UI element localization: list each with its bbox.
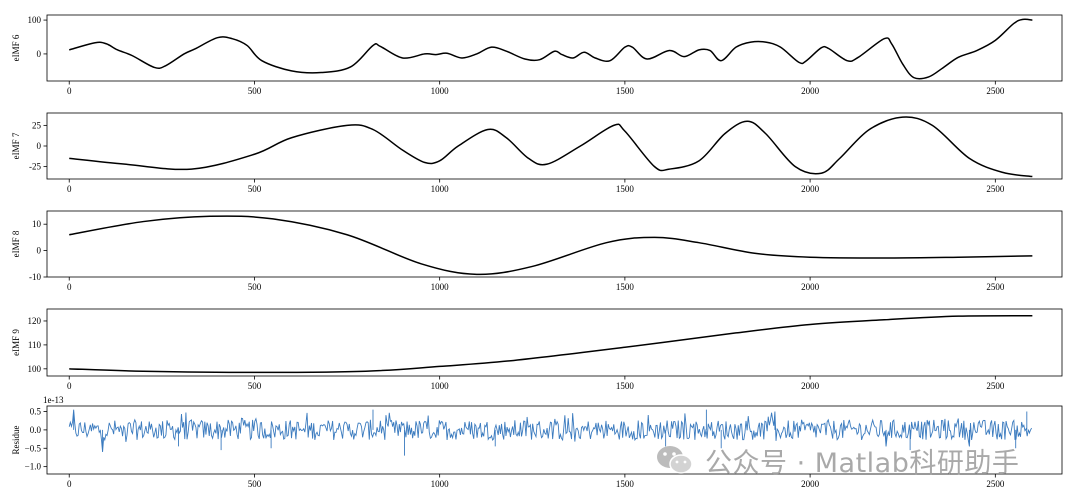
x-tick-label: 0 xyxy=(67,86,72,96)
x-tick-label: 0 xyxy=(67,381,72,391)
x-tick-label: 0 xyxy=(67,184,72,194)
x-tick-label: 500 xyxy=(248,381,262,391)
y-tick-label: 110 xyxy=(28,340,42,350)
subplot-2: 0 500 1000 1500 2000 2500 -25 0 25 eIMF 7 xyxy=(11,112,1063,194)
axes-frame xyxy=(46,210,1063,278)
x-tick-label: 2500 xyxy=(986,184,1005,194)
y-tick-label: 100 xyxy=(28,364,42,374)
watermark: 公众号 · Matlab科研助手 xyxy=(655,440,1019,480)
x-tick-label: 1500 xyxy=(616,184,635,194)
x-tick-label: 2000 xyxy=(801,282,820,292)
x-tick-label: 1000 xyxy=(431,479,450,489)
y-tick-label: -10 xyxy=(29,272,41,282)
subplot-3: 0 500 1000 1500 2000 2500 -10 0 10 eIMF 8 xyxy=(11,210,1063,292)
y-tick-label: 120 xyxy=(28,316,42,326)
axes-frame xyxy=(46,308,1063,377)
x-tick-label: 500 xyxy=(248,479,262,489)
x-tick-label: 1500 xyxy=(616,86,635,96)
x-tick-label: 1000 xyxy=(431,381,450,391)
x-tick-label: 2500 xyxy=(986,282,1005,292)
x-tick-label: 1000 xyxy=(431,282,450,292)
series-line xyxy=(69,314,1033,374)
y-tick-label: 0.0 xyxy=(30,425,42,435)
x-tick-label: 2000 xyxy=(801,479,820,489)
x-tick-label: 2500 xyxy=(986,86,1005,96)
series-line xyxy=(69,116,1033,178)
y-axis-label: eIMF 6 xyxy=(11,34,21,61)
x-tick-label: 1500 xyxy=(616,479,635,489)
x-tick-label: 1500 xyxy=(616,381,635,391)
y-tick-label: −1.0 xyxy=(25,462,42,472)
y-tick-label: 25 xyxy=(32,120,42,130)
x-tick-label: 1500 xyxy=(616,282,635,292)
x-tick-label: 2500 xyxy=(986,479,1005,489)
y-axis-label: eIMF 8 xyxy=(11,230,21,257)
subplot-4: 0 500 1000 1500 2000 2500 100 110 120 eIMF 9 xyxy=(11,308,1063,391)
y-tick-label: 10 xyxy=(32,219,42,229)
subplot-1: 0 500 1000 1500 2000 2500 0 100 eIMF 6 xyxy=(11,14,1063,96)
series-line xyxy=(69,18,1033,80)
x-tick-label: 0 xyxy=(67,282,72,292)
x-tick-label: 0 xyxy=(67,479,72,489)
series-line xyxy=(68,409,1033,456)
x-tick-label: 500 xyxy=(248,184,262,194)
x-tick-label: 500 xyxy=(248,282,262,292)
wechat-icon xyxy=(657,446,693,474)
axes-frame xyxy=(46,112,1063,180)
y-tick-label: 0 xyxy=(37,246,42,256)
x-tick-label: 2000 xyxy=(801,381,820,391)
watermark-text: 公众号 · Matlab科研助手 xyxy=(705,447,1020,479)
y-offset-text: 1e-13 xyxy=(43,395,64,405)
y-tick-label: −0.5 xyxy=(25,443,42,453)
y-tick-label: 0.5 xyxy=(30,407,42,417)
y-axis-label: eIMF 9 xyxy=(11,329,21,356)
y-axis-label: Residue xyxy=(11,425,21,454)
axes-frame xyxy=(46,14,1063,82)
y-axis-label: eIMF 7 xyxy=(11,132,21,159)
y-tick-label: -25 xyxy=(29,162,41,172)
x-tick-label: 1000 xyxy=(431,184,450,194)
x-tick-label: 2000 xyxy=(801,86,820,96)
y-tick-label: 100 xyxy=(28,15,42,25)
subplot-5: 0 500 1000 1500 2000 2500 −1.0 −0.5 0.0 0.5 Residu… xyxy=(11,395,1063,489)
x-tick-label: 2500 xyxy=(986,381,1005,391)
y-tick-label: 0 xyxy=(37,49,42,59)
series-line xyxy=(69,215,1033,276)
x-tick-label: 1000 xyxy=(431,86,450,96)
x-tick-label: 2000 xyxy=(801,184,820,194)
y-tick-label: 0 xyxy=(37,141,42,151)
x-tick-label: 500 xyxy=(248,86,262,96)
axes-frame xyxy=(46,405,1063,475)
